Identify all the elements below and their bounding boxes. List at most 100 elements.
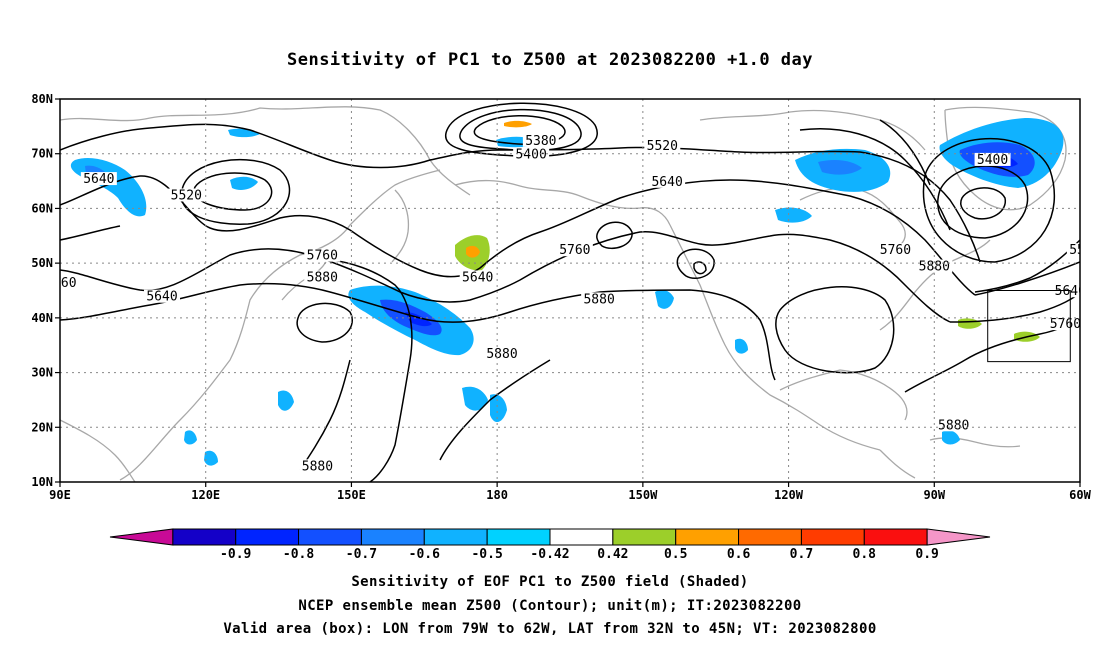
contour-label-bg	[877, 243, 914, 257]
plot-frame	[59, 98, 1081, 483]
colorbar-box	[800, 528, 865, 546]
chart-title: Sensitivity of PC1 to Z500 at 2023082200…	[286, 50, 813, 70]
colorbar-box	[863, 528, 928, 546]
colorbar-box	[549, 528, 614, 546]
contour-label-text: 5640	[651, 175, 682, 190]
contour-5380	[473, 115, 566, 146]
colorbar-label: -0.9	[220, 547, 251, 562]
lon-tick-label: 90W	[923, 488, 945, 502]
shade-kamchatka-north	[228, 128, 260, 138]
contour-label-text: 5880	[486, 347, 517, 362]
contour-5400-hudson	[879, 119, 931, 186]
contour-label-text: 5760	[559, 243, 590, 258]
colorbar-max-triangle	[926, 528, 991, 546]
contour-label: 5760	[556, 243, 593, 258]
colorbar-box	[235, 528, 300, 546]
contour-label-text: 5640	[83, 172, 114, 187]
colorbar-min-triangle	[109, 528, 174, 546]
contour-label-text: 5880	[307, 271, 338, 286]
shade-okhotsk	[230, 176, 258, 190]
coastline-kamchatka	[391, 189, 410, 263]
contour-5400-outer	[445, 102, 598, 158]
colorbar-label: -0.7	[346, 547, 377, 562]
contour-5880-subtropical	[329, 259, 413, 482]
contour-label-text: 760	[53, 276, 76, 291]
contour-label-bg	[80, 172, 117, 186]
contour-label-text: 5640	[462, 271, 493, 286]
contour-label: 5520	[1066, 243, 1080, 258]
shade-east-us-green	[958, 318, 982, 329]
lon-tick-label: 60W	[1069, 488, 1091, 502]
contour-east-low	[960, 187, 1006, 220]
contour-5400-inner	[459, 108, 582, 152]
colorbar-label: 0.5	[664, 547, 687, 562]
lat-tick-label: 20N	[31, 420, 53, 434]
contour-label: 5760	[304, 249, 341, 264]
colorbar-label: -0.5	[471, 547, 502, 562]
contour-label-bg	[144, 289, 180, 303]
contour-label-bg	[459, 270, 496, 284]
footer-line-2: NCEP ensemble mean Z500 (Contour); unit(…	[298, 598, 802, 614]
colorbar-box	[612, 528, 677, 546]
colorbar-label: 0.7	[790, 547, 813, 562]
contour-label-bg	[522, 133, 559, 147]
contour-label-bg	[649, 174, 686, 188]
contour-label-text: 5880	[302, 459, 333, 474]
contour-label-bg	[60, 276, 79, 290]
contour-atlantic-5760	[949, 291, 1080, 323]
contour-label-text: 5380	[525, 134, 556, 149]
contour-label: 5520	[168, 188, 205, 203]
lat-axis: 80N 70N 60N 50N 40N 30N 20N 10N	[31, 92, 60, 489]
coastline-alaska	[454, 179, 671, 226]
contour-label-bg	[581, 292, 618, 306]
contour-label: 5520	[644, 139, 681, 154]
contour-label-text: 5400	[977, 153, 1008, 168]
contour-label-bg	[935, 418, 972, 432]
shade-south-china-sea	[184, 430, 197, 445]
contour-label-text: 5520	[647, 139, 678, 154]
contour-label-bg	[644, 139, 681, 153]
colorbar-box	[675, 528, 740, 546]
contour-label: 5760	[1047, 317, 1081, 332]
lat-tick-label: 10N	[31, 475, 53, 489]
coastline-central-america	[879, 449, 916, 479]
colorbar-label: 0.42	[597, 547, 628, 562]
contour-5640-main	[60, 175, 976, 296]
shade-subtropical-pacific	[462, 386, 488, 411]
contour-5760-main	[60, 231, 951, 323]
contour-label-text: 5520	[171, 188, 202, 203]
contour-label-text: 5760	[1050, 317, 1081, 332]
shade-alaska-orange	[466, 245, 480, 258]
sensitivity-shading	[70, 118, 1064, 466]
coastline-canada-arctic	[699, 109, 926, 151]
gridlines	[60, 99, 1081, 482]
contour-west-5760	[60, 225, 121, 241]
contour-label: 5400	[974, 152, 1011, 168]
lat-tick-label: 60N	[31, 201, 53, 215]
contour-label-bg	[299, 459, 336, 473]
contour-pacific-low	[296, 302, 353, 343]
shade-philippines	[204, 450, 218, 466]
contour-label-bg	[484, 347, 520, 361]
contour-label-text: 5880	[938, 418, 969, 433]
contour-label-bg	[168, 188, 205, 202]
z500-contours	[60, 102, 1080, 482]
contour-label-text: 5760	[307, 249, 338, 264]
contour-label-text: 5400	[515, 147, 546, 162]
contour-label: 5880	[304, 270, 341, 286]
lon-tick-label: 150E	[337, 488, 366, 502]
contour-label-bg	[513, 147, 550, 161]
contour-label-bg	[974, 152, 1011, 166]
lon-axis: 90E 120E 150E 180 150W 120W 90W 60W	[49, 482, 1092, 502]
colorbar-label: 0.6	[727, 547, 751, 562]
contour-label-text: 5880	[583, 292, 614, 307]
footer-line-3: Valid area (box): LON from 79W to 62W, L…	[223, 621, 877, 637]
lat-tick-label: 30N	[31, 366, 53, 380]
valid-area-box	[987, 290, 1071, 363]
contour-label: 5400	[513, 147, 550, 162]
contour-label: 5880	[935, 418, 972, 433]
coastline-na-west	[669, 224, 881, 451]
colorbar: -0.9 -0.8 -0.7 -0.6 -0.5 -0.42 0.42 0.5 0.6 0.7 0.…	[109, 528, 991, 562]
colorbar-box	[298, 528, 362, 546]
contour-label: 5640	[80, 172, 117, 187]
